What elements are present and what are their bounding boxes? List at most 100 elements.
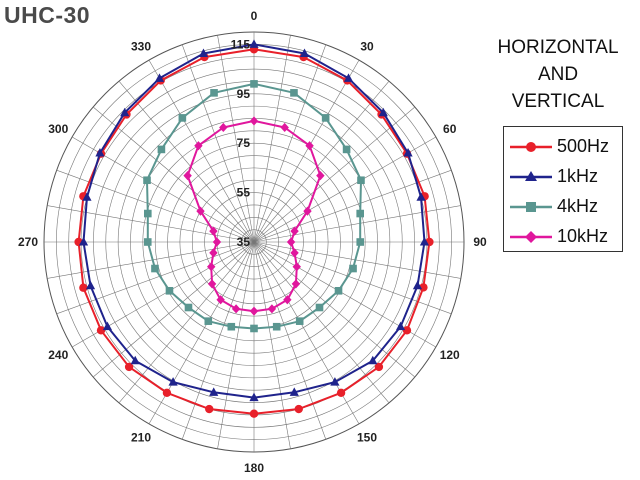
data-point-1khz [102, 321, 113, 331]
data-point-1khz [416, 192, 426, 201]
grid-spoke [181, 44, 255, 243]
legend-item-1khz: 1kHz [504, 163, 624, 191]
legend-swatch-4khz [510, 202, 552, 212]
data-point-10khz [249, 116, 259, 126]
grid-spoke [253, 241, 291, 449]
angle-tick-label: 300 [48, 122, 68, 136]
data-point-4khz [143, 176, 151, 185]
data-point-10khz [291, 279, 301, 289]
data-point-4khz [356, 238, 365, 246]
data-point-1khz [395, 321, 406, 331]
data-point-4khz [227, 322, 236, 331]
data-point-1khz [120, 107, 130, 117]
data-point-500hz [162, 388, 172, 398]
data-point-10khz [267, 304, 277, 314]
data-point-4khz [295, 317, 304, 325]
angle-tick-label: 120 [440, 348, 460, 362]
data-point-4khz [290, 89, 298, 97]
angle-tick-label: 270 [18, 235, 38, 249]
angle-tick-label: 330 [131, 39, 151, 53]
data-point-10khz [194, 141, 203, 151]
radial-tick-label: 55 [237, 186, 251, 200]
data-point-4khz [144, 209, 152, 218]
data-point-10khz [207, 262, 216, 272]
legend-label-500hz: 500Hz [557, 136, 610, 156]
data-point-1khz [85, 280, 96, 290]
grid-spoke [253, 241, 327, 440]
grid-spoke [92, 241, 255, 378]
grid-spoke [148, 59, 255, 243]
data-point-10khz [207, 279, 217, 289]
data-point-10khz [249, 306, 259, 316]
polar-grid [43, 31, 465, 453]
data-point-1khz [130, 355, 140, 365]
data-point-10khz [212, 237, 222, 247]
data-point-10khz [303, 206, 312, 216]
subtitle-line-1: HORIZONTAL [497, 37, 619, 58]
angle-tick-label: 90 [473, 235, 487, 249]
data-point-4khz [334, 286, 343, 295]
grid-spoke [118, 80, 255, 243]
series-layer [74, 39, 434, 418]
legend-item-4khz: 4kHz [504, 193, 624, 221]
grid-spoke [118, 241, 255, 404]
radial-tick-label: 95 [237, 87, 251, 101]
angle-tick-label: 240 [48, 348, 68, 362]
angle-tick-label: 60 [443, 122, 457, 136]
subtitle-line-2: AND [537, 64, 579, 85]
grid-spoke [253, 35, 291, 243]
legend-swatch-1khz [510, 171, 552, 181]
data-point-4khz [342, 145, 351, 154]
series-10khz [183, 116, 325, 316]
data-point-10khz [283, 295, 292, 305]
radial-tick-label: 115 [231, 37, 251, 51]
legend-item-10khz: 10kHz [504, 223, 624, 251]
grid-spoke [217, 35, 255, 243]
data-point-10khz [183, 171, 192, 181]
data-point-1khz [368, 355, 378, 365]
data-point-1khz [378, 107, 388, 117]
data-point-500hz [402, 326, 412, 335]
grid-spoke [253, 241, 416, 378]
series-1khz [78, 39, 430, 402]
data-point-1khz [154, 73, 165, 82]
data-point-1khz [249, 392, 259, 402]
legend-label-4khz: 4kHz [557, 196, 599, 216]
grid-spoke [253, 59, 360, 243]
grid-spoke [253, 106, 416, 243]
data-point-10khz [231, 304, 241, 314]
data-point-4khz [315, 303, 324, 312]
subtitle-line-3: VERTICAL [511, 91, 605, 112]
legend-label-10khz: 10kHz [557, 226, 609, 246]
data-point-10khz [286, 237, 296, 247]
data-point-500hz [96, 326, 106, 335]
legend-swatch-10khz [510, 231, 552, 243]
data-point-1khz [249, 39, 259, 48]
data-point-1khz [95, 148, 105, 157]
data-point-4khz [272, 322, 281, 331]
data-point-10khz [196, 206, 205, 216]
data-point-500hz [79, 283, 88, 292]
angle-tick-label: 0 [251, 9, 258, 23]
data-point-4khz [178, 114, 187, 122]
data-point-4khz [321, 114, 330, 122]
data-point-1khz [299, 48, 310, 57]
data-point-4khz [165, 286, 174, 295]
data-point-10khz [209, 248, 218, 258]
data-point-4khz [349, 264, 357, 273]
data-point-1khz [403, 148, 413, 157]
data-point-10khz [216, 295, 225, 305]
legend: 500Hz 1kHz 4kHz 10kHz [503, 126, 623, 252]
data-point-4khz [204, 317, 213, 325]
chart-subtitle: HORIZONTAL AND VERTICAL [478, 34, 638, 115]
grid-spoke [253, 80, 390, 243]
data-point-10khz [209, 226, 218, 236]
series-4khz [143, 80, 365, 333]
data-point-4khz [143, 238, 152, 246]
data-point-10khz [280, 122, 289, 133]
legend-item-500hz: 500Hz [504, 133, 624, 161]
data-point-1khz [412, 280, 423, 290]
angle-tick-label: 150 [357, 431, 377, 445]
data-point-4khz [357, 176, 365, 185]
data-point-1khz [209, 387, 219, 396]
